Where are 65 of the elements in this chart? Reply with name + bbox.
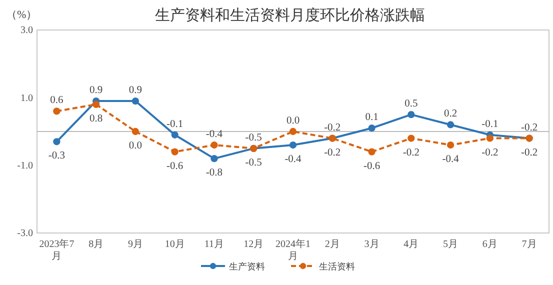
- data-label: -0.2: [520, 122, 538, 134]
- data-label: -0.5: [245, 157, 262, 168]
- x-tick-label: 6月: [482, 239, 498, 250]
- x-tick-label: 2023年7月: [39, 238, 74, 262]
- point: [408, 111, 415, 118]
- x-tick-label: 4月: [404, 239, 419, 250]
- point: [210, 141, 218, 149]
- point: [446, 121, 454, 128]
- data-label: -0.2: [324, 122, 341, 134]
- data-label: -0.1: [166, 118, 184, 130]
- data-label: 0.6: [50, 95, 64, 106]
- data-label: -0.4: [284, 154, 302, 166]
- data-label: -0.3: [48, 150, 66, 162]
- data-label: 0.5: [404, 98, 418, 110]
- legend-label: 生产资料: [229, 262, 265, 272]
- point: [289, 128, 297, 136]
- x-tick-label: 2月: [324, 239, 340, 250]
- point: [53, 108, 60, 115]
- data-label: 0.1: [365, 112, 378, 124]
- point: [171, 131, 178, 138]
- x-tick-label: 12月: [244, 239, 264, 250]
- data-label: 0.9: [128, 85, 142, 96]
- y-tick-label: 1.0: [20, 92, 33, 104]
- data-label: -0.5: [245, 132, 262, 144]
- x-tick-label: 9月: [128, 239, 143, 250]
- data-label: -0.8: [206, 168, 223, 179]
- point: [486, 134, 494, 142]
- point: [132, 128, 140, 136]
- x-tick-label: 5月: [443, 239, 458, 250]
- point: [368, 148, 376, 156]
- data-label: -0.2: [482, 147, 498, 158]
- data-label: -0.2: [520, 147, 538, 158]
- point: [132, 97, 140, 105]
- point: [53, 138, 60, 146]
- data-label: 0.2: [444, 108, 458, 120]
- x-tick-label: 3月: [364, 239, 380, 250]
- data-label: -0.2: [402, 147, 420, 158]
- data-label: 0.9: [90, 85, 103, 96]
- point: [408, 134, 415, 142]
- data-label: 0.0: [128, 140, 142, 152]
- point: [92, 100, 100, 108]
- point: [368, 124, 376, 132]
- data-label: -0.1: [482, 118, 498, 130]
- chart-title: 生产资料和生活资料月度环比价格涨跌幅: [155, 7, 425, 24]
- x-tick-label: 8月: [88, 239, 104, 250]
- point: [210, 155, 218, 162]
- data-label: -0.2: [324, 147, 341, 158]
- data-label: -0.4: [206, 129, 224, 140]
- point: [289, 141, 297, 149]
- y-tick-label: 3.0: [20, 25, 33, 36]
- data-label: 0.0: [286, 116, 300, 126]
- data-label: 0.8: [90, 113, 103, 124]
- point: [446, 141, 454, 149]
- point: [171, 148, 178, 156]
- y-tick-label: -1.0: [17, 160, 33, 172]
- y-axis-title: （%）: [6, 9, 38, 21]
- y-tick-label: -3.0: [17, 228, 33, 240]
- data-label: -0.4: [442, 154, 460, 166]
- x-tick-label: 2024年1月: [276, 238, 310, 262]
- data-label: -0.6: [166, 160, 184, 172]
- x-tick-label: 10月: [164, 239, 185, 250]
- x-tick-label: 7月: [522, 239, 537, 250]
- legend-label: 生活资料: [319, 262, 355, 272]
- data-label: -0.6: [363, 160, 380, 172]
- x-tick-label: 11月: [204, 239, 224, 250]
